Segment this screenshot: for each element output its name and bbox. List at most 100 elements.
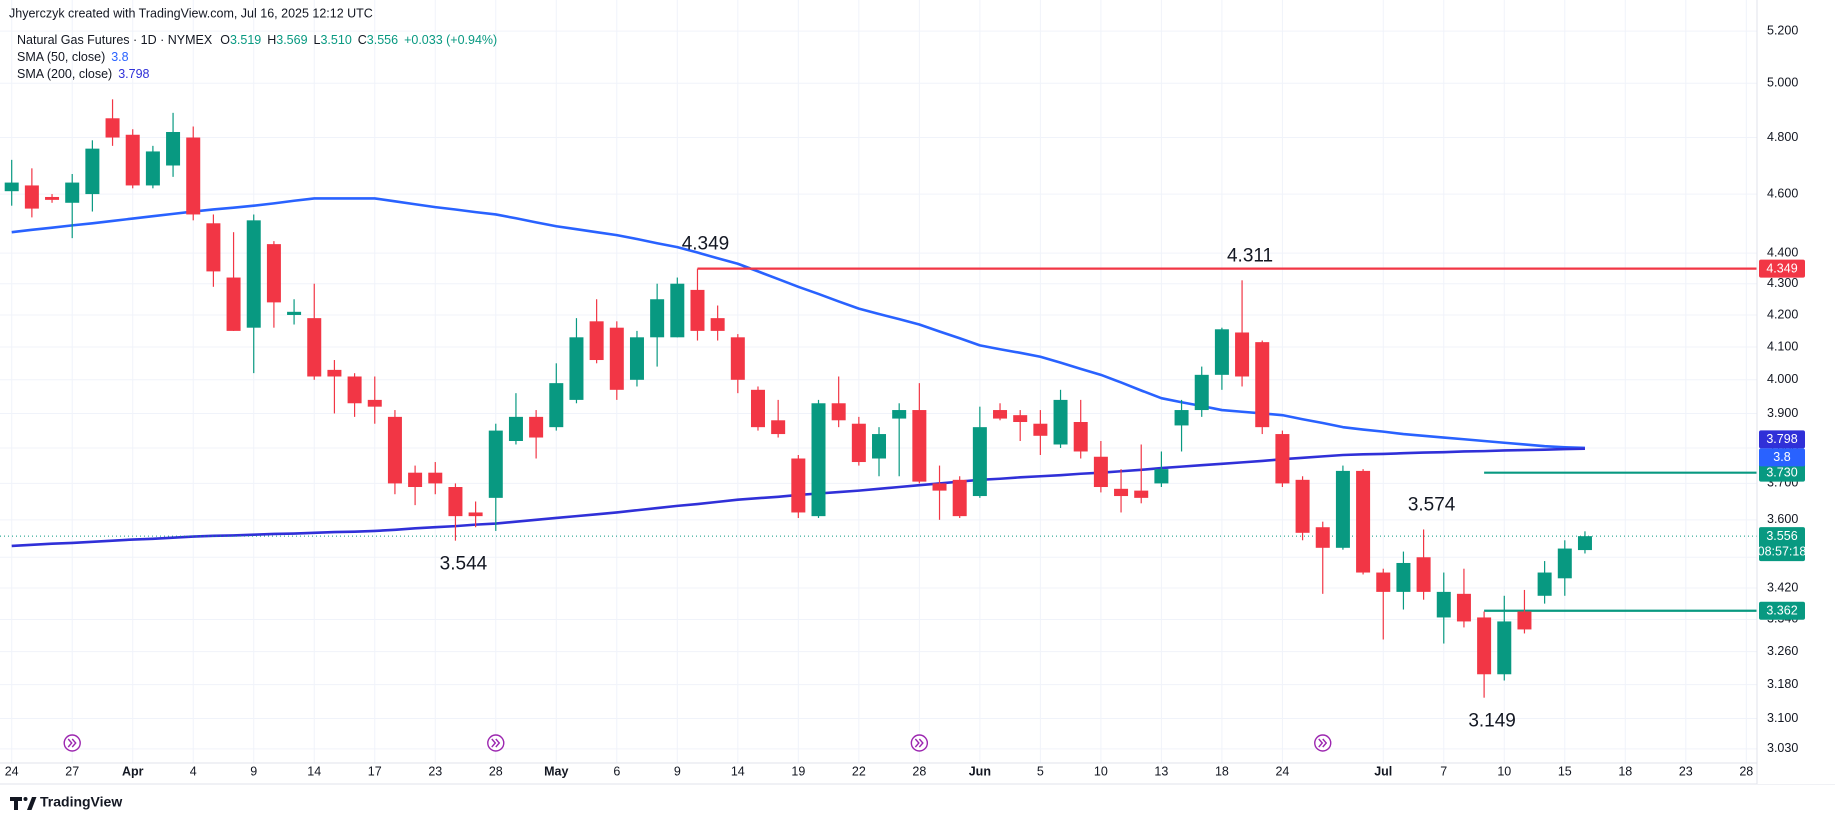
annotation: 4.349 [682, 234, 730, 255]
x-tick-label: 9 [250, 764, 257, 778]
candle-body [730, 337, 745, 380]
level-box [1759, 259, 1805, 278]
candle-body [145, 151, 160, 186]
candle-body [1154, 469, 1169, 484]
x-tick-label: 28 [489, 764, 503, 778]
candle-body [1436, 591, 1451, 618]
candle-body [367, 399, 382, 407]
candle-body [206, 223, 221, 272]
level-label: 3.730 [1766, 465, 1797, 479]
candle-body [912, 410, 927, 482]
x-tick-label: 13 [1154, 764, 1168, 778]
candle-body [125, 134, 140, 186]
candle-body [1255, 342, 1270, 428]
candle-body [428, 472, 443, 484]
candle-body [1214, 329, 1229, 375]
ohlc-label: L [314, 33, 321, 47]
candle-body [85, 148, 100, 195]
candle-body [872, 434, 887, 459]
level-label: 3.362 [1766, 604, 1797, 618]
candle-body [166, 131, 181, 166]
level-box [1759, 463, 1805, 482]
ohlc-label: H [267, 33, 276, 47]
price-label: 3.556 [1766, 529, 1797, 543]
candle-body [1577, 536, 1592, 551]
candle-body [307, 318, 322, 377]
candle-body [569, 337, 584, 400]
event-icon [63, 734, 81, 752]
x-tick-label: 22 [852, 764, 866, 778]
candle-body [186, 137, 201, 215]
event-arrows [67, 738, 77, 748]
ohlc-label: C [358, 33, 367, 47]
candle-body [529, 416, 544, 438]
candle-body [791, 458, 806, 513]
candle-body [1356, 470, 1371, 573]
y-tick-label: 3.180 [1767, 677, 1798, 691]
candle-body [1053, 399, 1068, 445]
candle-body [1275, 434, 1290, 484]
x-tick-label: 28 [912, 764, 926, 778]
candle-body [1376, 572, 1391, 592]
legend-name: SMA (50, close) [17, 50, 105, 64]
legend-value: 3.8 [111, 50, 128, 64]
sma-legend: SMA (50, close) 3.8 [17, 50, 129, 64]
candle-body [1497, 621, 1512, 675]
ohlc-value: 3.510 [320, 33, 351, 47]
x-tick-label: 19 [791, 764, 805, 778]
candle-body [650, 299, 665, 338]
x-tick-label: 23 [1679, 764, 1693, 778]
level-label: 4.349 [1766, 261, 1797, 275]
symbol-legend: Natural Gas Futures · 1D · NYMEX O3.519 H3… [17, 33, 497, 47]
candle-body [609, 327, 624, 390]
event-icon [1314, 734, 1332, 752]
y-tick-label: 4.100 [1767, 339, 1798, 353]
x-tick-label: 4 [190, 764, 197, 778]
candle-body [327, 369, 342, 377]
x-tick-label: 15 [1558, 764, 1572, 778]
candle-body [710, 318, 725, 331]
y-tick-label: 4.000 [1767, 372, 1798, 386]
ohlc-value: 3.556 [367, 33, 398, 47]
candle-body [690, 289, 705, 331]
x-tick-label: 24 [5, 764, 19, 778]
candle-body [266, 244, 281, 303]
y-tick-label: 5.000 [1767, 76, 1798, 90]
candle-body [45, 196, 60, 200]
candle-body [1134, 490, 1149, 498]
candle-body [1517, 611, 1532, 630]
logo-mark [23, 797, 28, 801]
candle-body [549, 383, 564, 428]
candle-body [670, 283, 685, 338]
y-tick-label: 3.420 [1767, 580, 1798, 594]
candle-body [1315, 527, 1330, 548]
x-tick-label: 23 [428, 764, 442, 778]
legend-name: SMA (200, close) [17, 67, 112, 81]
candle-body [952, 479, 967, 517]
change: +0.033 (+0.94%) [404, 33, 497, 47]
brand-name: TradingView [40, 794, 122, 810]
y-tick-label: 5.200 [1767, 23, 1798, 37]
candle-body [1235, 332, 1250, 377]
ohlc-label: O [220, 33, 230, 47]
legend-value: 3.798 [118, 67, 149, 81]
symbol: Natural Gas Futures · 1D · NYMEX [17, 33, 213, 47]
plot-layer: 4.349 4.311 3.544 3.574 3.149 24 27 Apr 4 9 14 17 23… [0, 0, 1835, 785]
event-arrows [491, 738, 501, 748]
sma-line [11, 197, 1586, 450]
x-tick-label: 18 [1618, 764, 1632, 778]
x-tick-label: 6 [613, 764, 620, 778]
annotation: 3.149 [1468, 711, 1516, 732]
x-tick-label: 14 [731, 764, 745, 778]
credit: Jhyerczyk created with TradingView.com, … [9, 6, 373, 20]
level-box [1759, 601, 1805, 620]
candle-body [750, 389, 765, 428]
x-tick-label: Apr [122, 764, 144, 778]
sma-label: 3.798 [1766, 432, 1797, 446]
logo-mark [10, 797, 22, 810]
candle-body [65, 182, 80, 203]
y-tick-label: 4.800 [1767, 130, 1798, 144]
candle-body [1194, 374, 1209, 411]
candle-body [1174, 410, 1189, 426]
